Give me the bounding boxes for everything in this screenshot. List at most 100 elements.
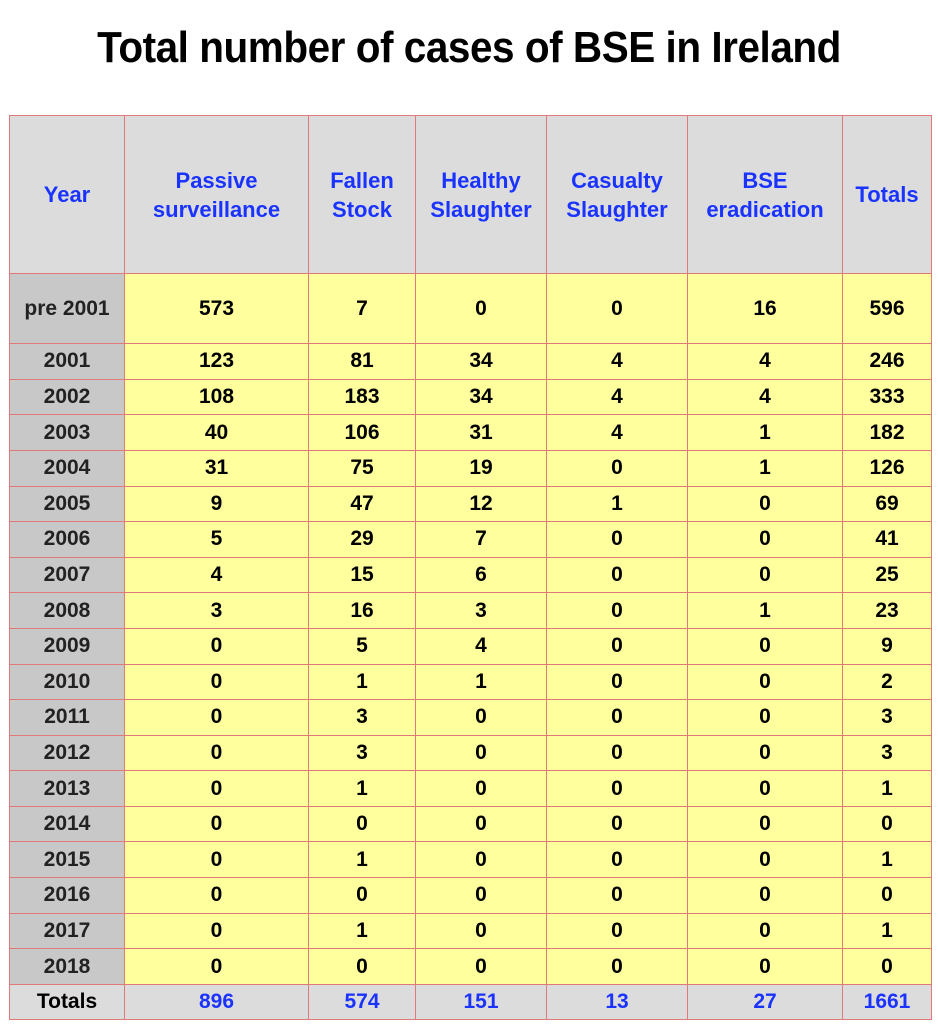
table-row: 2007 4 15 6 0 0 25 bbox=[9, 556, 932, 594]
cell-passive-surveillance: 0 bbox=[124, 877, 309, 914]
table-row: 2003 40 106 31 4 1 182 bbox=[9, 414, 932, 451]
cell-casualty-slaughter: 4 bbox=[546, 378, 688, 416]
cell-healthy-slaughter: 7 bbox=[415, 521, 547, 558]
cell-fallen-stock: 0 bbox=[308, 948, 416, 985]
cell-totals: 596 bbox=[842, 272, 932, 345]
cell-fallen-stock: 3 bbox=[308, 734, 416, 772]
cell-casualty-slaughter: 4 bbox=[546, 343, 688, 380]
total-bse-eradication: 27 bbox=[687, 984, 843, 1020]
cell-passive-surveillance: 0 bbox=[124, 805, 309, 843]
cell-passive-surveillance: 0 bbox=[124, 663, 309, 701]
cell-casualty-slaughter: 0 bbox=[546, 948, 688, 985]
table-row: 2008 3 16 3 0 1 23 bbox=[9, 592, 932, 629]
cell-totals: 0 bbox=[842, 805, 932, 843]
cell-bse-eradication: 0 bbox=[687, 841, 843, 879]
cell-totals: 1 bbox=[842, 912, 932, 950]
cell-fallen-stock: 183 bbox=[308, 378, 416, 416]
cell-bse-eradication: 4 bbox=[687, 378, 843, 416]
cell-passive-surveillance: 123 bbox=[124, 343, 309, 380]
cell-year: 2001 bbox=[9, 343, 125, 380]
cell-healthy-slaughter: 4 bbox=[415, 627, 547, 665]
total-grand-total: 1661 bbox=[842, 984, 932, 1020]
cell-healthy-slaughter: 0 bbox=[415, 877, 547, 914]
table-row: 2001 123 81 34 4 4 246 bbox=[9, 343, 932, 380]
cell-healthy-slaughter: 6 bbox=[415, 556, 547, 594]
cell-fallen-stock: 0 bbox=[308, 877, 416, 914]
cell-bse-eradication: 0 bbox=[687, 521, 843, 558]
bse-cases-table: Year Passive surveillance Fallen Stock H… bbox=[9, 115, 932, 1020]
cell-healthy-slaughter: 1 bbox=[415, 663, 547, 701]
cell-passive-surveillance: 108 bbox=[124, 378, 309, 416]
cell-bse-eradication: 0 bbox=[687, 627, 843, 665]
table-row: 2011 0 3 0 0 0 3 bbox=[9, 699, 932, 736]
cell-healthy-slaughter: 31 bbox=[415, 414, 547, 451]
header-year: Year bbox=[9, 115, 125, 274]
table-row: 2014 0 0 0 0 0 0 bbox=[9, 805, 932, 843]
cell-fallen-stock: 15 bbox=[308, 556, 416, 594]
cell-fallen-stock: 1 bbox=[308, 770, 416, 807]
cell-passive-surveillance: 0 bbox=[124, 627, 309, 665]
cell-bse-eradication: 1 bbox=[687, 592, 843, 629]
table-row: 2004 31 75 19 0 1 126 bbox=[9, 449, 932, 487]
cell-bse-eradication: 0 bbox=[687, 805, 843, 843]
cell-year: 2006 bbox=[9, 521, 125, 558]
cell-totals: 246 bbox=[842, 343, 932, 380]
table-row: 2002 108 183 34 4 4 333 bbox=[9, 378, 932, 416]
cell-year: 2005 bbox=[9, 485, 125, 523]
cell-bse-eradication: 0 bbox=[687, 556, 843, 594]
cell-healthy-slaughter: 0 bbox=[415, 912, 547, 950]
cell-passive-surveillance: 40 bbox=[124, 414, 309, 451]
cell-bse-eradication: 1 bbox=[687, 414, 843, 451]
cell-bse-eradication: 0 bbox=[687, 912, 843, 950]
cell-totals: 1 bbox=[842, 841, 932, 879]
cell-casualty-slaughter: 0 bbox=[546, 449, 688, 487]
cell-year: 2016 bbox=[9, 877, 125, 914]
cell-healthy-slaughter: 12 bbox=[415, 485, 547, 523]
total-passive-surveillance: 896 bbox=[124, 984, 309, 1020]
cell-passive-surveillance: 5 bbox=[124, 521, 309, 558]
cell-casualty-slaughter: 0 bbox=[546, 770, 688, 807]
cell-bse-eradication: 0 bbox=[687, 948, 843, 985]
cell-year: 2014 bbox=[9, 805, 125, 843]
header-totals: Totals bbox=[842, 115, 932, 274]
table-row: 2006 5 29 7 0 0 41 bbox=[9, 521, 932, 558]
cell-casualty-slaughter: 0 bbox=[546, 272, 688, 345]
table-row: 2015 0 1 0 0 0 1 bbox=[9, 841, 932, 879]
cell-fallen-stock: 1 bbox=[308, 841, 416, 879]
table-row: 2016 0 0 0 0 0 0 bbox=[9, 877, 932, 914]
cell-bse-eradication: 0 bbox=[687, 663, 843, 701]
header-healthy-slaughter: Healthy Slaughter bbox=[415, 115, 547, 274]
header-passive-surveillance: Passive surveillance bbox=[124, 115, 309, 274]
totals-row: Totals 896 574 151 13 27 1661 bbox=[9, 984, 932, 1020]
cell-healthy-slaughter: 0 bbox=[415, 770, 547, 807]
header-fallen-stock: Fallen Stock bbox=[308, 115, 416, 274]
cell-casualty-slaughter: 0 bbox=[546, 699, 688, 736]
page-title: Total number of cases of BSE in Ireland bbox=[97, 23, 841, 72]
cell-bse-eradication: 1 bbox=[687, 449, 843, 487]
cell-healthy-slaughter: 19 bbox=[415, 449, 547, 487]
header-casualty-slaughter: Casualty Slaughter bbox=[546, 115, 688, 274]
cell-casualty-slaughter: 0 bbox=[546, 592, 688, 629]
cell-year: 2004 bbox=[9, 449, 125, 487]
cell-year: 2008 bbox=[9, 592, 125, 629]
cell-casualty-slaughter: 0 bbox=[546, 841, 688, 879]
table-row: 2018 0 0 0 0 0 0 bbox=[9, 948, 932, 985]
table-body: pre 2001 573 7 0 0 16 596 2001 123 81 34 4 4 246 2002 1… bbox=[9, 272, 932, 985]
table-row: 2012 0 3 0 0 0 3 bbox=[9, 734, 932, 772]
cell-bse-eradication: 4 bbox=[687, 343, 843, 380]
cell-year: 2010 bbox=[9, 663, 125, 701]
table-row: 2009 0 5 4 0 0 9 bbox=[9, 627, 932, 665]
cell-healthy-slaughter: 0 bbox=[415, 699, 547, 736]
cell-totals: 69 bbox=[842, 485, 932, 523]
cell-passive-surveillance: 0 bbox=[124, 841, 309, 879]
cell-casualty-slaughter: 0 bbox=[546, 734, 688, 772]
total-casualty-slaughter: 13 bbox=[546, 984, 688, 1020]
cell-healthy-slaughter: 3 bbox=[415, 592, 547, 629]
cell-fallen-stock: 7 bbox=[308, 272, 416, 345]
cell-year: 2012 bbox=[9, 734, 125, 772]
cell-casualty-slaughter: 0 bbox=[546, 627, 688, 665]
cell-casualty-slaughter: 0 bbox=[546, 912, 688, 950]
cell-year: 2013 bbox=[9, 770, 125, 807]
cell-totals: 0 bbox=[842, 948, 932, 985]
cell-totals: 126 bbox=[842, 449, 932, 487]
